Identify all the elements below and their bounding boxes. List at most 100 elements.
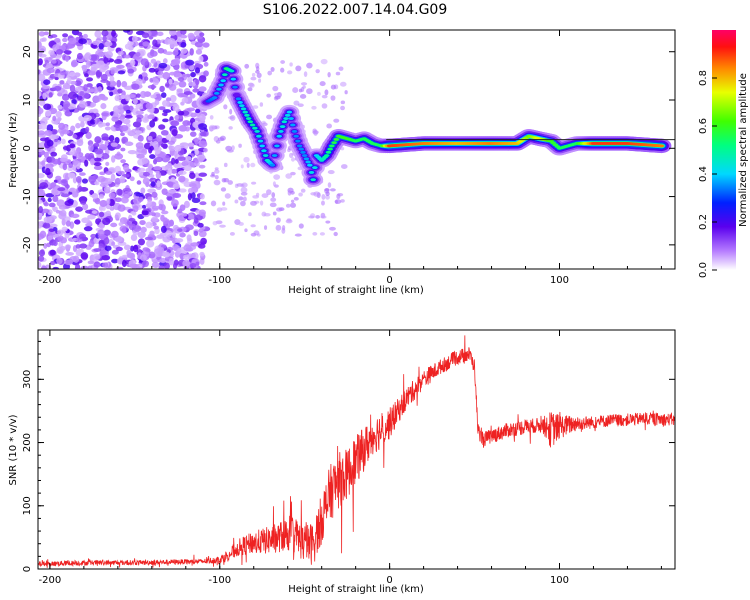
noise-speckle	[92, 142, 100, 148]
noise-speckle	[122, 187, 132, 193]
noise-speckle	[203, 61, 209, 67]
noise-speckle	[183, 200, 190, 209]
noise-speckle	[134, 130, 143, 135]
noise-speckle	[142, 177, 150, 185]
noise-speckle	[327, 182, 332, 188]
noise-speckle	[71, 191, 79, 198]
signal-blob	[305, 160, 311, 164]
noise-speckle	[140, 58, 149, 66]
noise-speckle	[140, 226, 147, 233]
noise-speckle	[78, 186, 83, 192]
signal-blob	[293, 134, 299, 138]
noise-speckle	[285, 173, 293, 179]
noise-speckle	[60, 193, 70, 198]
noise-speckle	[88, 176, 97, 184]
noise-speckle	[281, 227, 286, 234]
noise-speckle	[74, 263, 81, 269]
signal-blob	[325, 150, 332, 154]
noise-speckle	[163, 262, 170, 269]
noise-speckle	[64, 55, 70, 62]
noise-speckle	[187, 192, 192, 201]
noise-speckle	[164, 51, 174, 56]
noise-speckle	[212, 220, 218, 226]
noise-speckle	[94, 197, 101, 205]
noise-speckle	[160, 143, 166, 148]
noise-speckle	[119, 175, 126, 184]
noise-speckle	[312, 232, 318, 236]
noise-speckle	[57, 187, 66, 192]
signal-blob	[291, 129, 298, 133]
noise-speckle	[99, 171, 106, 176]
noise-speckle	[303, 71, 308, 77]
noise-speckle	[334, 199, 342, 204]
signal-blob	[211, 96, 218, 100]
noise-speckle	[249, 83, 255, 88]
noise-speckle	[141, 32, 150, 39]
spectrogram-xlabel: Height of straight line (km)	[288, 285, 424, 296]
noise-speckle	[100, 103, 107, 110]
noise-speckle	[90, 233, 97, 239]
noise-speckle	[70, 213, 80, 219]
noise-speckle	[98, 243, 104, 249]
noise-speckle	[171, 59, 181, 66]
noise-speckle	[223, 177, 230, 183]
noise-speckle	[193, 230, 199, 236]
signal-blob	[276, 134, 283, 138]
noise-speckle	[147, 163, 153, 170]
noise-speckle	[191, 197, 201, 204]
noise-speckle	[145, 167, 152, 174]
noise-speckle	[137, 167, 146, 172]
noise-speckle	[84, 53, 92, 61]
noise-speckle	[51, 134, 60, 140]
noise-speckle	[96, 60, 106, 68]
noise-speckle	[315, 215, 321, 219]
signal-blob	[286, 110, 293, 114]
noise-speckle	[120, 159, 126, 164]
noise-speckle	[64, 110, 73, 117]
noise-speckle	[162, 100, 169, 107]
noise-speckle	[171, 157, 176, 165]
noise-speckle	[267, 70, 273, 76]
noise-speckle	[137, 135, 144, 142]
noise-speckle	[162, 236, 171, 243]
noise-speckle	[248, 212, 252, 217]
noise-speckle	[132, 205, 139, 213]
noise-speckle	[152, 76, 157, 82]
noise-speckle	[220, 207, 228, 211]
noise-speckle	[38, 221, 43, 229]
signal-blob	[306, 163, 313, 167]
noise-speckle	[45, 167, 51, 176]
noise-speckle	[161, 210, 169, 215]
signal-blob	[333, 138, 340, 141]
noise-speckle	[55, 209, 60, 214]
y-tick-label: 10	[22, 94, 33, 107]
signal-blob	[303, 157, 310, 161]
noise-speckle	[38, 249, 46, 257]
noise-speckle	[43, 103, 52, 110]
noise-speckle	[124, 114, 133, 119]
noise-speckle	[247, 87, 253, 92]
noise-speckle	[306, 62, 313, 69]
noise-speckle	[173, 150, 178, 158]
noise-speckle	[62, 145, 71, 151]
noise-speckle	[161, 188, 168, 195]
noise-speckle	[98, 43, 104, 50]
noise-speckle	[181, 97, 189, 104]
signal-blob	[300, 150, 306, 154]
noise-speckle	[326, 123, 332, 129]
noise-speckle	[76, 52, 83, 60]
noise-speckle	[160, 204, 166, 212]
noise-speckle	[43, 79, 51, 85]
noise-speckle	[75, 244, 81, 249]
noise-speckle	[62, 163, 68, 171]
noise-speckle	[136, 93, 141, 98]
spectrogram-ylabel: Frequency (Hz)	[8, 112, 19, 188]
noise-speckle	[229, 108, 233, 115]
noise-speckle	[174, 238, 184, 243]
noise-speckle	[131, 35, 138, 43]
noise-speckle	[53, 85, 62, 92]
noise-speckle	[222, 201, 226, 206]
noise-speckle	[179, 204, 186, 212]
noise-speckle	[39, 137, 49, 142]
